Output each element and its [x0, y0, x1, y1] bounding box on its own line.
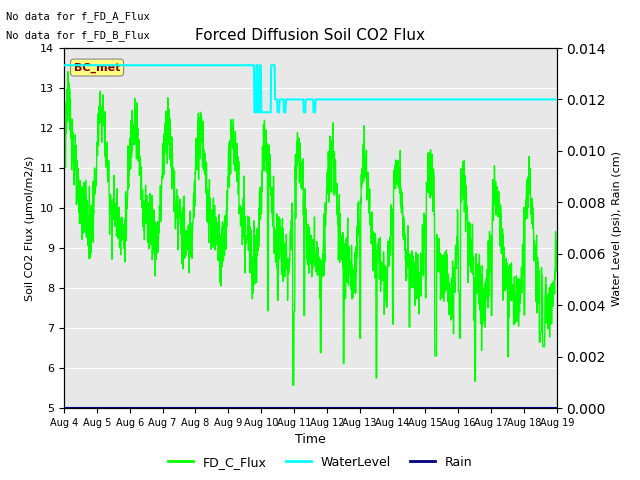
Y-axis label: Soil CO2 Flux (μmol/m2/s): Soil CO2 Flux (μmol/m2/s): [24, 156, 35, 300]
Text: BC_met: BC_met: [74, 62, 120, 72]
Text: No data for f_FD_A_Flux: No data for f_FD_A_Flux: [6, 11, 150, 22]
Text: No data for f_FD_B_Flux: No data for f_FD_B_Flux: [6, 30, 150, 41]
Title: Forced Diffusion Soil CO2 Flux: Forced Diffusion Soil CO2 Flux: [195, 28, 426, 43]
Y-axis label: Water Level (psi), Rain (cm): Water Level (psi), Rain (cm): [612, 151, 621, 305]
Legend: FD_C_Flux, WaterLevel, Rain: FD_C_Flux, WaterLevel, Rain: [163, 451, 477, 474]
X-axis label: Time: Time: [295, 433, 326, 446]
